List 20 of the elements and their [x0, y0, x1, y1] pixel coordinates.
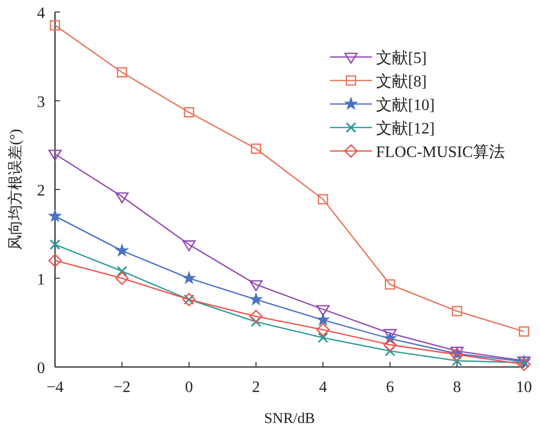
legend-label: 文献[10] [376, 96, 435, 114]
x-tick-label: −2 [113, 379, 131, 396]
legend-label: FLOC-MUSIC算法 [376, 143, 505, 161]
y-tick-label: 2 [37, 182, 45, 200]
y-axis-title: 风向均方根误差(°) [7, 129, 24, 250]
y-tick-label: 0 [37, 360, 45, 377]
x-tick-label: 2 [252, 379, 260, 396]
y-tick-label: 3 [37, 94, 45, 111]
legend-label: 文献[5] [376, 49, 427, 67]
x-tick-label: 4 [319, 379, 327, 396]
x-tick-label: −4 [46, 379, 64, 396]
x-tick-label: 8 [453, 379, 461, 396]
legend-label: 文献[12] [376, 120, 435, 138]
y-tick-label: 1 [37, 271, 45, 288]
x-tick-label: 6 [386, 379, 394, 396]
y-tick-label: 4 [37, 5, 45, 22]
x-tick-label: 0 [185, 379, 193, 396]
x-tick-label: 10 [516, 379, 532, 396]
legend-label: 文献[8] [376, 72, 427, 90]
x-axis-title: SNR/dB [264, 411, 315, 427]
